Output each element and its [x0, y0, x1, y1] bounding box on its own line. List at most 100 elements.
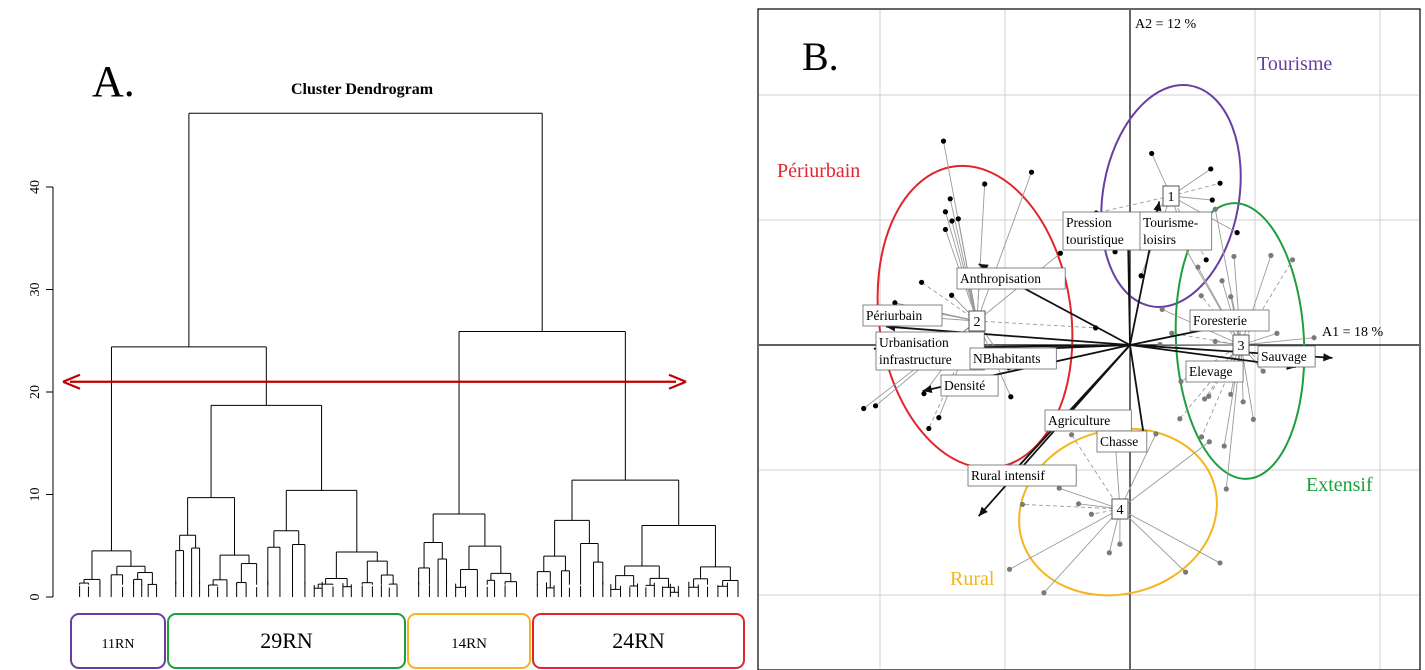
individual-spoke: [1091, 508, 1121, 515]
variable-label-box: [967, 464, 1077, 487]
individual-point: [942, 209, 949, 215]
individual-point: [1311, 335, 1317, 341]
variable-label-line: NBhabitants: [973, 351, 1041, 366]
individual-point: [1149, 150, 1155, 157]
variable-label: Sauvage: [1261, 349, 1307, 364]
variable-label: Chasse: [1100, 434, 1138, 449]
variable-arrow: [885, 325, 1131, 346]
panel-b: B. A2 = 12 % A1 = 18 % Pression touristiq…: [757, 8, 1421, 670]
individual-spoke: [976, 172, 1032, 322]
individual-spoke: [1197, 266, 1242, 346]
variable-label-box: [1139, 211, 1213, 251]
individual-spoke: [1171, 332, 1242, 346]
variable-label-box: [956, 267, 1066, 290]
cluster-box-label: 29RN: [260, 628, 313, 653]
individual-point: [1056, 485, 1062, 491]
individual-point: [1041, 590, 1047, 596]
variable-label-line: Elevage: [1189, 364, 1232, 379]
individual-point: [1202, 396, 1208, 402]
variable-arrowhead: [1153, 201, 1162, 212]
variable-label-box: [969, 347, 1057, 370]
cut-line: [62, 373, 687, 390]
cluster-name: Rural: [950, 568, 995, 590]
individual-point: [1117, 541, 1123, 547]
variable-label-line: infrastructure: [879, 352, 952, 367]
individual-spoke: [1201, 344, 1242, 438]
individual-point: [1208, 166, 1214, 172]
cluster-center-id: 4: [1117, 503, 1124, 518]
cluster-ellipse: [1100, 84, 1242, 308]
individual-spoke: [1043, 508, 1121, 594]
cut-arrow-right: [668, 373, 687, 390]
individual-spoke: [921, 281, 978, 322]
individual-point: [940, 138, 947, 144]
individual-point: [936, 415, 942, 421]
variable-label: Agriculture: [1048, 413, 1110, 428]
cluster-center-box: [1232, 334, 1250, 356]
variable-label-line: Sauvage: [1261, 349, 1307, 364]
individual-point: [892, 300, 898, 306]
cluster-names: Tourisme Périurbain Extensif Rural: [777, 53, 1373, 590]
individual-point: [947, 196, 953, 202]
cluster-center-id: 3: [1238, 339, 1245, 354]
variable-label-line: Densité: [944, 378, 985, 393]
variable-label: Densité: [944, 378, 985, 393]
individual-point: [1178, 378, 1184, 385]
variable-label-box: [862, 304, 943, 327]
variable-labels: Pression touristique Tourisme-loisirs Anthr…: [862, 211, 1316, 487]
individual-spoke: [1022, 503, 1121, 510]
variable-arrowhead: [978, 506, 988, 517]
cluster-center-box: [968, 310, 986, 332]
variable-label-line: Urbanisation: [879, 335, 949, 350]
individual-point: [1223, 486, 1229, 492]
individual-spoke: [1119, 508, 1186, 573]
variable-label-line: touristique: [1066, 232, 1124, 247]
individual-point: [1057, 250, 1063, 256]
individual-point: [1240, 399, 1246, 405]
individual-spoke: [1179, 344, 1242, 420]
individual-point: [926, 425, 932, 432]
individual-point: [1198, 293, 1204, 299]
cluster-box: [167, 613, 406, 669]
individual-spoke: [944, 211, 978, 322]
individual-spoke: [1114, 444, 1121, 510]
variable-label: Tourisme-loisirs: [1143, 215, 1199, 247]
individual-point: [1182, 569, 1189, 575]
panel-a: A. Cluster Dendrogram 0 10 20 30 40 11RN 29RN…: [28, 57, 745, 669]
variable-label-box: [1096, 430, 1148, 453]
cluster-center-id: 2: [974, 315, 981, 330]
individual-spoke: [949, 198, 978, 322]
cluster-boxes: 11RN 29RN 14RN 24RN: [70, 613, 745, 669]
individual-spoke: [1059, 487, 1121, 510]
variable-label-line: Pression: [1066, 215, 1112, 230]
variable-label-box: [1044, 409, 1132, 432]
individual-point: [1195, 264, 1201, 270]
variable-arrow: [1129, 344, 1146, 441]
variable-label-line: Anthropisation: [960, 271, 1041, 286]
variable-label: Anthropisation: [960, 271, 1041, 286]
cluster-box: [532, 613, 745, 669]
variable-label: Elevage: [1189, 364, 1232, 379]
individual-spoke: [1096, 195, 1172, 214]
individual-spoke: [1009, 508, 1121, 570]
individual-spoke: [1119, 433, 1157, 510]
cluster-box-label: 11RN: [102, 637, 135, 652]
individual-point: [1274, 330, 1280, 336]
individual-point: [918, 279, 925, 285]
individual-point: [1219, 278, 1225, 284]
individual-point: [1209, 197, 1215, 203]
cluster-name: Périurbain: [777, 160, 860, 182]
individual-point: [1177, 416, 1183, 422]
individual-point: [1206, 439, 1212, 445]
y-tick-label: 40: [28, 180, 43, 194]
individual-spoke: [1119, 441, 1210, 510]
cluster-center-id: 1: [1168, 190, 1175, 205]
y-tick-label: 0: [28, 594, 43, 601]
variable-label-line: Chasse: [1100, 434, 1138, 449]
variable-label: Rural intensif: [971, 468, 1045, 483]
variable-label-box: [940, 374, 999, 397]
individual-point: [1228, 294, 1234, 300]
cluster-box-label: 24RN: [612, 628, 665, 653]
individual-point: [949, 218, 955, 224]
